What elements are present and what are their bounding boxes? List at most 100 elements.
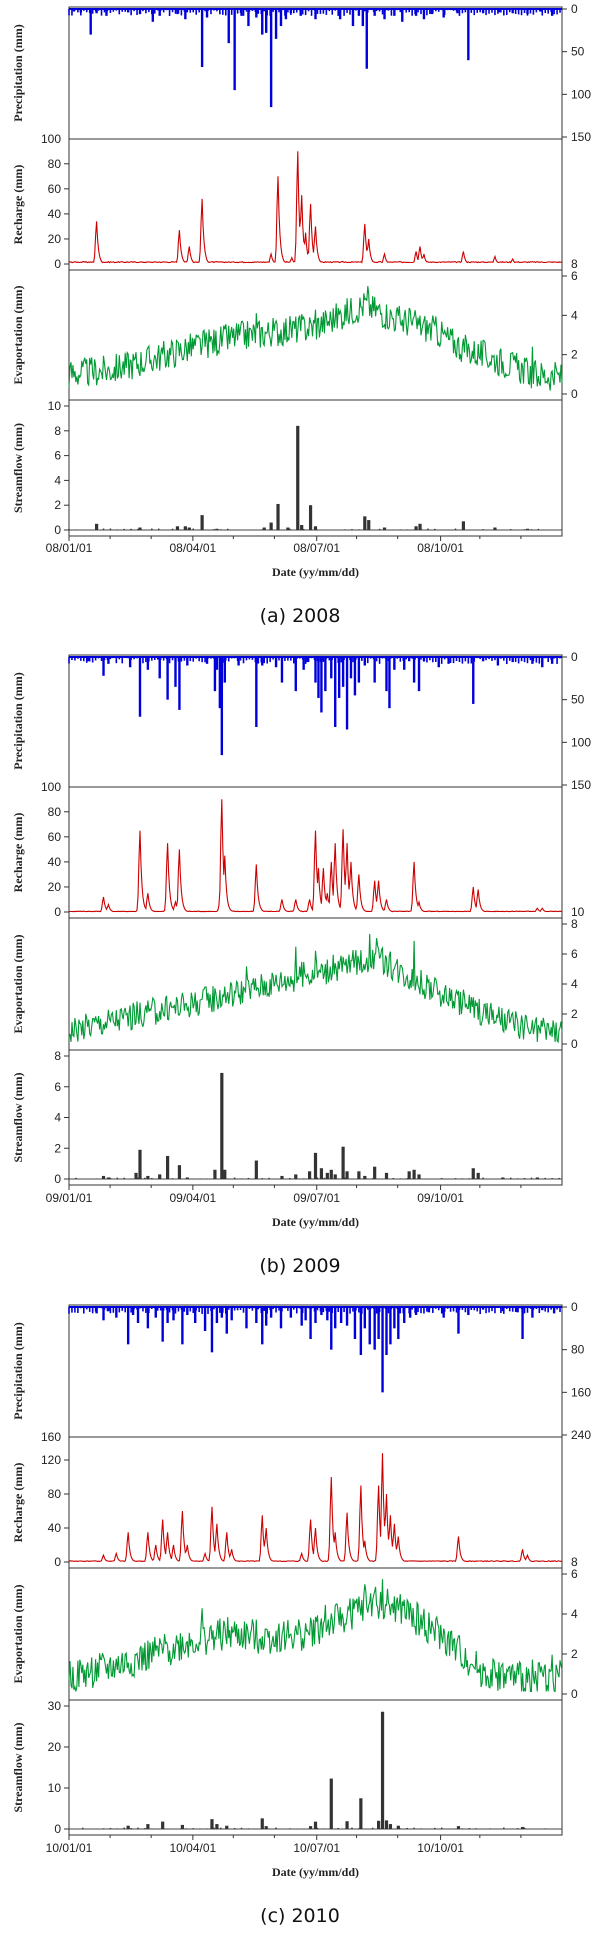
panel-frame xyxy=(68,138,563,271)
figure-caption: (c) 2010 xyxy=(260,1905,340,1927)
panel-ylabel: Precipitation (mm) xyxy=(11,24,25,121)
streamflow-bar xyxy=(294,1174,298,1179)
tick-label: 60 xyxy=(48,182,62,196)
panel-frame xyxy=(68,1699,563,1836)
panel-ylabel: Evaportation (mm) xyxy=(11,935,25,1034)
tick-label: 0 xyxy=(571,2,578,16)
tick-label: 6 xyxy=(571,1567,578,1581)
x-tick-label: 10/01/01 xyxy=(46,1841,93,1855)
streamflow-bar xyxy=(269,522,273,530)
x-axis-label: Date (yy/mm/dd) xyxy=(272,1865,359,1879)
panel-ylabel: Evaportation (mm) xyxy=(11,286,25,385)
tick-label: 8 xyxy=(54,1049,61,1063)
panel-frame xyxy=(68,6,563,140)
tick-label: 150 xyxy=(571,778,591,792)
tick-label: 6 xyxy=(54,1080,61,1094)
streamflow-bar xyxy=(210,1819,214,1829)
tick-label: 80 xyxy=(48,157,62,171)
panel-ylabel: Precipitation (mm) xyxy=(11,1322,25,1419)
streamflow-bar xyxy=(166,1155,170,1179)
streamflow-bar xyxy=(138,527,142,530)
streamflow-bar xyxy=(313,1821,318,1829)
evaporation-line xyxy=(68,1579,563,1693)
tick-label: 2 xyxy=(54,1141,61,1155)
evaporation-line xyxy=(68,286,563,391)
tick-label: 20 xyxy=(48,232,62,246)
streamflow-bar xyxy=(308,505,313,530)
streamflow-bar xyxy=(185,1177,189,1179)
tick-label: 120 xyxy=(41,1453,61,1467)
panel-ylabel: Evaportation (mm) xyxy=(11,1585,25,1684)
tick-label: 0 xyxy=(54,1555,61,1569)
streamflow-bar xyxy=(213,1169,217,1179)
panel-ylabel: Streamflow (mm) xyxy=(11,423,25,513)
tick-label: 6 xyxy=(571,947,578,961)
panel-frame xyxy=(68,269,563,401)
tick-label: 40 xyxy=(48,207,62,221)
panel-ylabel: Recharge (mm) xyxy=(11,813,25,893)
x-tick-label: 09/01/01 xyxy=(46,1191,93,1205)
tick-label: 160 xyxy=(571,1385,591,1399)
streamflow-bar xyxy=(384,1172,389,1179)
tick-label: 4 xyxy=(54,1111,61,1125)
streamflow-bar xyxy=(363,516,367,530)
x-tick-label: 09/07/01 xyxy=(293,1191,340,1205)
tick-label: 50 xyxy=(571,45,585,59)
streamflow-bar xyxy=(325,1172,329,1179)
streamflow-bar xyxy=(313,1152,318,1179)
tick-label: 80 xyxy=(48,1487,62,1501)
tick-label: 10 xyxy=(571,905,585,919)
streamflow-bar xyxy=(407,1171,411,1179)
tick-label: 80 xyxy=(571,1343,585,1357)
x-tick-label: 09/04/01 xyxy=(170,1191,217,1205)
tick-label: 4 xyxy=(571,1607,578,1621)
recharge-line xyxy=(68,1453,562,1563)
streamflow-bar xyxy=(520,1826,525,1829)
streamflow-bar xyxy=(367,520,371,530)
streamflow-bar xyxy=(382,527,387,530)
streamflow-bar xyxy=(380,1711,385,1829)
panel-frame xyxy=(68,1436,563,1569)
tick-label: 2 xyxy=(571,348,578,362)
tick-label: 4 xyxy=(571,308,578,322)
tick-label: 8 xyxy=(571,1555,578,1569)
x-tick-label: 09/10/01 xyxy=(417,1191,464,1205)
streamflow-bar xyxy=(373,1166,377,1179)
streamflow-bar xyxy=(146,1175,150,1179)
panel-frame xyxy=(68,917,563,1051)
tick-label: 2 xyxy=(571,1647,578,1661)
panel-ylabel: Recharge (mm) xyxy=(11,165,25,245)
evaporation-line xyxy=(68,933,563,1044)
streamflow-bar xyxy=(388,1824,393,1829)
streamflow-bar xyxy=(183,526,187,530)
streamflow-bar xyxy=(177,1165,182,1179)
tick-label: 60 xyxy=(48,830,62,844)
panel-ylabel: Recharge (mm) xyxy=(11,1463,25,1543)
tick-label: 20 xyxy=(48,1740,62,1754)
streamflow-bar xyxy=(307,1171,312,1179)
streamflow-bar xyxy=(106,1177,111,1179)
x-tick-label: 08/04/01 xyxy=(170,541,217,555)
streamflow-bar xyxy=(223,1169,227,1179)
streamflow-bar xyxy=(215,1824,219,1829)
streamflow-bar xyxy=(333,1174,337,1179)
tick-label: 0 xyxy=(54,905,61,919)
streamflow-bar xyxy=(456,1826,461,1829)
streamflow-bar xyxy=(95,523,99,530)
streamflow-bar xyxy=(377,1820,381,1829)
tick-label: 2 xyxy=(54,498,61,512)
figure-caption: (a) 2008 xyxy=(260,605,341,627)
tick-label: 10 xyxy=(48,1781,62,1795)
streamflow-bar xyxy=(264,1826,268,1829)
tick-label: 80 xyxy=(48,805,62,819)
tick-label: 8 xyxy=(571,917,578,931)
streamflow-bar xyxy=(319,1168,324,1179)
x-tick-label: 08/01/01 xyxy=(46,541,93,555)
streamflow-bar xyxy=(493,527,497,530)
panel-ylabel: Precipitation (mm) xyxy=(11,672,25,769)
streamflow-bar xyxy=(134,1172,138,1179)
panel-ylabel: Streamflow (mm) xyxy=(11,1722,25,1812)
streamflow-bar xyxy=(501,1177,505,1179)
